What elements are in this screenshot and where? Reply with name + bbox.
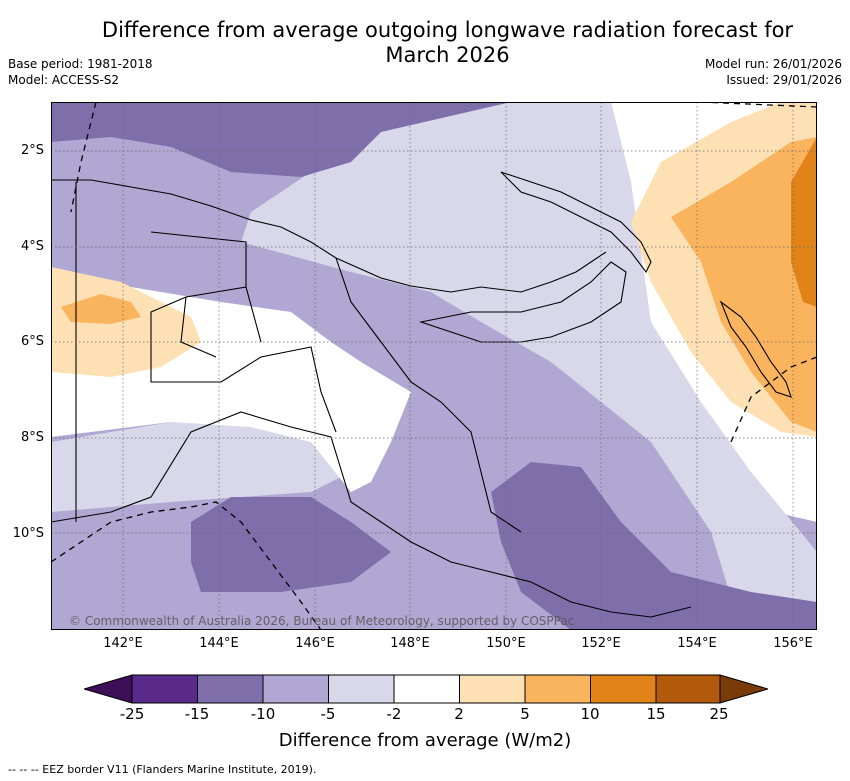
- lon-label-148e: 148°E: [390, 636, 430, 651]
- lon-label-146e: 146°E: [295, 636, 335, 651]
- lat-label-2s: 2°S: [20, 143, 44, 158]
- coastline-new-guinea-north: [51, 179, 607, 293]
- lon-label-156e: 156°E: [773, 636, 813, 651]
- copyright-notice: © Commonwealth of Australia 2026, Bureau…: [69, 614, 575, 628]
- province-borders: [150, 231, 337, 433]
- region-band-p5-east: [671, 137, 817, 432]
- region-band-m10-north: [51, 102, 511, 177]
- colorbar-bin-m5: [262, 674, 329, 704]
- metadata-right: Model run: 26/01/2026 Issued: 29/01/2026: [705, 56, 842, 88]
- colorbar-arrow-high: [719, 674, 768, 704]
- colorbar-label-10: 10: [580, 705, 600, 723]
- footnote-eez: -- -- -- EEZ border V11 (Flanders Marine…: [8, 763, 317, 776]
- title-line-2: March 2026: [385, 43, 510, 67]
- colorbar-label-5: 5: [520, 705, 530, 723]
- lon-label-154e: 154°E: [677, 636, 717, 651]
- colorbar-bin-5: [524, 674, 591, 704]
- coastline-new-ireland: [500, 171, 652, 274]
- coastline-eastern-peninsula: [335, 257, 522, 533]
- colorbar-bin-2: [459, 674, 526, 704]
- region-band-p2-west: [51, 267, 201, 377]
- region-band-p10-east: [791, 137, 817, 307]
- region-band-m2-lower: [51, 412, 351, 512]
- coastline-bougainville: [719, 300, 792, 398]
- region-band-m2-upper: [241, 102, 817, 630]
- lon-label-152e: 152°E: [581, 636, 621, 651]
- lat-label-8s: 8°S: [20, 430, 44, 445]
- coastline-new-guinea-south: [51, 411, 692, 618]
- model-name: Model: ACCESS-S2: [8, 73, 120, 87]
- colorbar-label-m25: -25: [119, 705, 145, 723]
- metadata-left: Base period: 1981-2018 Model: ACCESS-S2: [8, 56, 153, 88]
- colorbar-arrow-low: [84, 674, 133, 704]
- model-run: Model run: 26/01/2026: [704, 57, 842, 71]
- title-line-1: Difference from average outgoing longwav…: [101, 18, 794, 42]
- colorbar-label-15: 15: [646, 705, 666, 723]
- chart-title: Difference from average outgoing longwav…: [90, 18, 805, 68]
- colorbar-bin-10: [590, 674, 657, 704]
- eez-border-southeast: [730, 356, 817, 443]
- colorbar-title: Difference from average (W/m2): [278, 730, 572, 751]
- base-period: Base period: 1981-2018: [8, 57, 153, 71]
- colorbar-label-m5: -5: [320, 705, 336, 723]
- lat-label-10s: 10°S: [12, 526, 44, 541]
- anomaly-map: [51, 102, 817, 630]
- colorbar-label-25: 25: [709, 705, 729, 723]
- colorbar-label-m10: -10: [250, 705, 276, 723]
- lat-label-4s: 4°S: [20, 239, 44, 254]
- issued-date: Issued: 29/01/2026: [726, 73, 842, 87]
- lon-label-144e: 144°E: [199, 636, 239, 651]
- region-band-p5-west: [61, 294, 141, 324]
- eez-border-east: [700, 102, 817, 108]
- colorbar-bin-m15: [131, 674, 198, 704]
- colorbar-bin-15: [655, 674, 721, 704]
- lon-label-142e: 142°E: [103, 636, 143, 651]
- eez-border-southwest: [51, 501, 322, 630]
- region-band-m10-south: [191, 497, 391, 592]
- colorbar-label-2: 2: [454, 705, 464, 723]
- colorbar-bin-0: [393, 674, 460, 704]
- colorbar: [84, 674, 768, 704]
- colorbar-bin-m10: [197, 674, 264, 704]
- lon-label-150e: 150°E: [486, 636, 526, 651]
- colorbar-bin-m2: [328, 674, 395, 704]
- region-band-m10-southeast: [491, 462, 817, 630]
- colorbar-label-m15: -15: [184, 705, 210, 723]
- lat-label-6s: 6°S: [20, 334, 44, 349]
- colorbar-label-m2: -2: [386, 705, 402, 723]
